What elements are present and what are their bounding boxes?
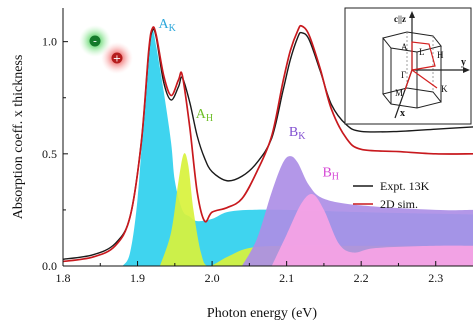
inset-label-x: x bbox=[400, 108, 405, 119]
y-axis-title: Absorption coeff. x thickness bbox=[11, 55, 26, 220]
inset-label-y: y bbox=[461, 57, 466, 68]
inset-label-A: A bbox=[401, 42, 408, 52]
electron-dot-icon bbox=[89, 35, 101, 47]
y-tick-label: 0.0 bbox=[42, 259, 57, 273]
inset-gamma-m bbox=[404, 69, 413, 91]
inset-label-c: c||z bbox=[394, 14, 406, 24]
area-label-BK: BK bbox=[289, 125, 306, 142]
inset-y-arrow-icon bbox=[463, 67, 470, 73]
area-label-BH: BH bbox=[322, 165, 339, 182]
line-2d-sim bbox=[63, 24, 473, 263]
electron-symbol: - bbox=[93, 35, 97, 48]
inset-label-gamma: Γ bbox=[401, 70, 406, 80]
area-BH bbox=[271, 193, 473, 266]
y-tick-label: 1.0 bbox=[42, 35, 57, 49]
inset-label-M: M bbox=[395, 88, 403, 98]
legend: Expt. 13K 2D sim. bbox=[353, 179, 430, 211]
area-label-subscript: K bbox=[298, 131, 306, 142]
area-label-subscript: K bbox=[169, 23, 177, 34]
inset-symmetry-path bbox=[411, 41, 436, 71]
x-tick-label: 1.9 bbox=[130, 271, 145, 285]
area-label-subscript: H bbox=[206, 113, 213, 124]
x-tick-label: 1.8 bbox=[56, 271, 71, 285]
x-tick-label: 2.2 bbox=[354, 271, 369, 285]
hole-dot-icon bbox=[111, 52, 123, 64]
x-axis-title: Photon energy (eV) bbox=[207, 306, 317, 321]
inset-label-L: L bbox=[419, 47, 425, 57]
area-label-AH: AH bbox=[196, 107, 213, 124]
hole-symbol: + bbox=[113, 54, 121, 65]
area-label-subscript: H bbox=[332, 171, 339, 182]
legend-label-sim: 2D sim. bbox=[380, 197, 418, 211]
x-tick-label: 2.1 bbox=[279, 271, 294, 285]
exciton-icons: - + bbox=[79, 25, 133, 74]
x-tick-label: 2.0 bbox=[205, 271, 220, 285]
inset-frame bbox=[344, 7, 472, 125]
inset-gamma-k bbox=[411, 69, 438, 89]
brillouin-zone-inset: c||z y x A L H Γ M K bbox=[344, 7, 472, 125]
inset-label-K: K bbox=[441, 84, 448, 94]
inset-label-H: H bbox=[437, 50, 444, 60]
area-label-AK: AK bbox=[158, 17, 176, 34]
legend-label-expt: Expt. 13K bbox=[380, 179, 430, 193]
y-tick-label: 0.5 bbox=[42, 147, 57, 161]
inset-z-arrow-icon bbox=[409, 11, 415, 18]
x-tick-label: 2.3 bbox=[428, 271, 443, 285]
